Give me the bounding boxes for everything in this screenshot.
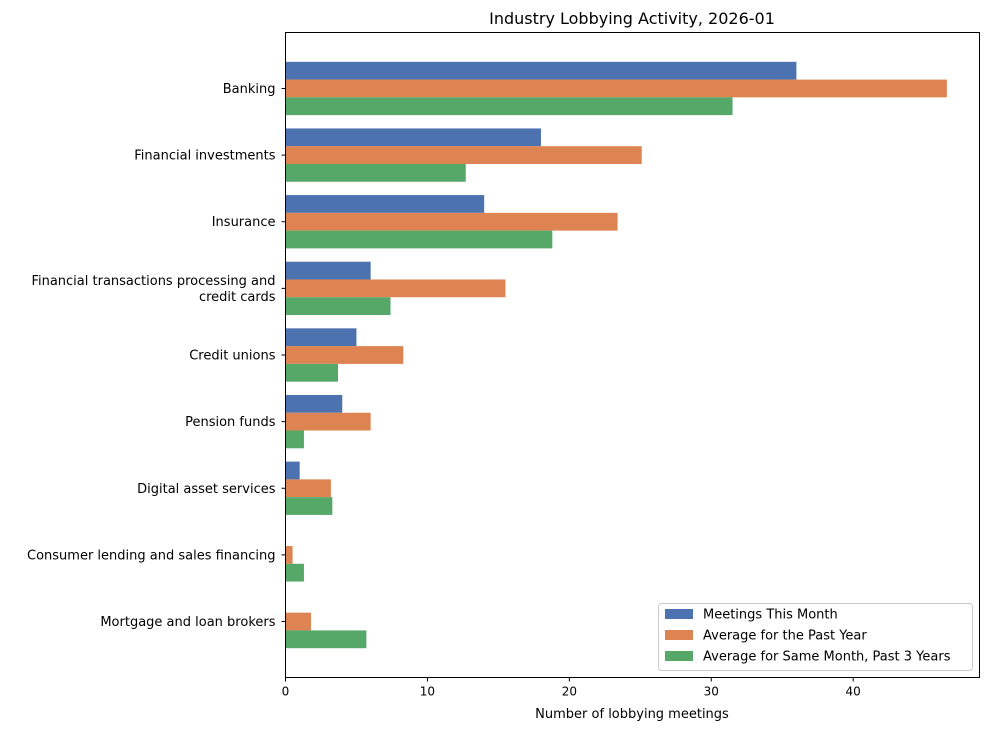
legend: Meetings This Month Average for the Past … [658,603,973,671]
bar-2-2 [285,230,553,249]
bar-0-0 [285,61,797,80]
bars [285,61,947,649]
y-tick-label: Insurance [212,215,276,230]
y-tick-label: credit cards [199,290,276,305]
bar-1-3 [285,279,506,298]
legend-label: Average for Same Month, Past 3 Years [703,650,951,665]
x-axis-label: Number of lobbying meetings [535,707,729,722]
bar-2-1 [285,163,466,182]
bar-0-2 [285,195,485,213]
bar-0-1 [285,128,541,147]
y-tick-label: Financial investments [134,149,275,164]
x-tick-label: 20 [562,685,577,699]
y-tick-label: Credit unions [189,349,276,364]
y-tick-label: Consumer lending and sales financing [27,548,276,563]
bar-1-7 [285,546,293,564]
bar-1-2 [285,212,618,231]
bar-0-3 [285,261,371,280]
bar-1-8 [285,612,312,631]
legend-box [658,603,973,671]
y-tick-label: Pension funds [185,415,276,430]
y-tick-label: Financial transactions processing and [31,274,275,289]
x-tick-label: 10 [420,685,435,699]
x-tick-label: 30 [704,685,719,699]
bar-0-5 [285,394,343,413]
legend-swatch [665,651,693,661]
legend-label: Meetings This Month [703,608,838,623]
y-tick-label: Digital asset services [137,482,276,497]
legend-swatch [665,630,693,640]
y-axis-ticks: Banking Financial investments Insurance Fin… [27,82,286,630]
bar-2-7 [285,563,304,582]
legend-swatch [665,609,693,619]
y-tick-label: Banking [223,82,276,97]
bar-1-5 [285,412,371,431]
legend-label: Average for the Past Year [703,629,867,644]
x-axis-ticks: 0 10 20 30 40 [282,677,861,699]
bar-2-6 [285,497,333,515]
bar-2-8 [285,630,367,649]
bar-2-5 [285,430,304,449]
bar-0-6 [285,461,300,480]
x-tick-label: 0 [282,685,290,699]
bar-2-3 [285,297,391,316]
y-tick-label: Mortgage and loan brokers [100,615,275,630]
bar-2-4 [285,363,339,382]
bar-1-4 [285,346,404,364]
bar-1-0 [285,79,947,98]
x-tick-label: 40 [846,685,861,699]
bar-2-0 [285,97,733,116]
bar-1-6 [285,479,331,498]
bar-0-4 [285,328,357,347]
bar-1-1 [285,146,642,164]
chart-title: Industry Lobbying Activity, 2026-01 [489,9,775,28]
